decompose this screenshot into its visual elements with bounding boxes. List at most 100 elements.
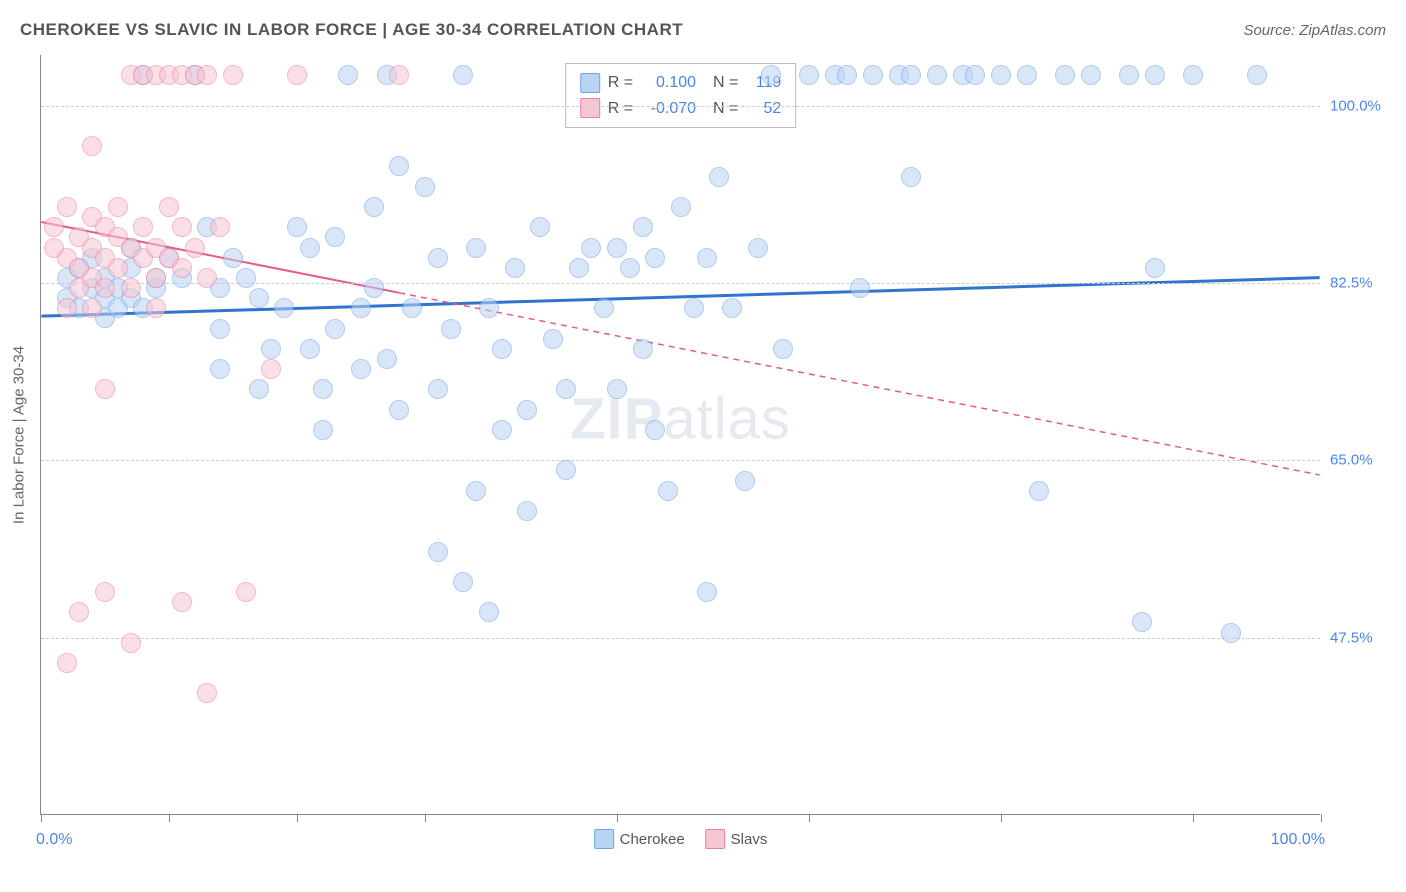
scatter-point bbox=[185, 238, 205, 258]
scatter-point bbox=[569, 258, 589, 278]
watermark: ZIPatlas bbox=[570, 386, 791, 453]
x-tick bbox=[41, 814, 42, 822]
grid-label: 82.5% bbox=[1330, 275, 1390, 292]
scatter-point bbox=[863, 65, 883, 85]
scatter-point bbox=[223, 248, 243, 268]
scatter-point bbox=[325, 227, 345, 247]
scatter-point bbox=[697, 248, 717, 268]
chart-source: Source: ZipAtlas.com bbox=[1243, 22, 1386, 39]
scatter-point bbox=[108, 258, 128, 278]
legend-item: Slavs bbox=[705, 829, 768, 849]
y-axis-label: In Labor Force | Age 30-34 bbox=[11, 345, 28, 523]
scatter-point bbox=[927, 65, 947, 85]
scatter-point bbox=[57, 298, 77, 318]
legend-item: Cherokee bbox=[594, 829, 685, 849]
scatter-point bbox=[197, 268, 217, 288]
scatter-point bbox=[210, 217, 230, 237]
scatter-point bbox=[645, 248, 665, 268]
scatter-point bbox=[709, 167, 729, 187]
scatter-point bbox=[1029, 481, 1049, 501]
scatter-point bbox=[697, 582, 717, 602]
scatter-point bbox=[210, 359, 230, 379]
stats-r-label: R = bbox=[608, 96, 633, 122]
scatter-point bbox=[415, 177, 435, 197]
trend-line-dashed bbox=[399, 293, 1319, 475]
scatter-point bbox=[95, 379, 115, 399]
scatter-point bbox=[82, 298, 102, 318]
scatter-point bbox=[300, 238, 320, 258]
chart-title: CHEROKEE VS SLAVIC IN LABOR FORCE | AGE … bbox=[20, 20, 683, 40]
scatter-point bbox=[761, 65, 781, 85]
plot-area: In Labor Force | Age 30-34 ZIPatlas R =0… bbox=[40, 55, 1320, 815]
scatter-point bbox=[594, 298, 614, 318]
scatter-point bbox=[108, 197, 128, 217]
scatter-point bbox=[57, 653, 77, 673]
x-tick bbox=[1001, 814, 1002, 822]
scatter-point bbox=[236, 268, 256, 288]
scatter-point bbox=[261, 339, 281, 359]
legend-swatch bbox=[580, 73, 600, 93]
scatter-point bbox=[556, 460, 576, 480]
scatter-point bbox=[364, 278, 384, 298]
grid-label: 47.5% bbox=[1330, 629, 1390, 646]
stats-r-value: 0.100 bbox=[641, 70, 696, 96]
scatter-point bbox=[543, 329, 563, 349]
watermark-rest: atlas bbox=[663, 387, 791, 452]
scatter-point bbox=[428, 379, 448, 399]
x-tick bbox=[169, 814, 170, 822]
stats-r-label: R = bbox=[608, 70, 633, 96]
grid-label: 100.0% bbox=[1330, 97, 1390, 114]
scatter-point bbox=[428, 542, 448, 562]
scatter-point bbox=[287, 217, 307, 237]
stats-row: R =0.100 N =119 bbox=[580, 70, 782, 96]
x-tick bbox=[1321, 814, 1322, 822]
scatter-point bbox=[44, 217, 64, 237]
gridline bbox=[41, 283, 1320, 284]
scatter-point bbox=[197, 683, 217, 703]
scatter-point bbox=[517, 501, 537, 521]
scatter-point bbox=[389, 400, 409, 420]
scatter-point bbox=[773, 339, 793, 359]
scatter-point bbox=[607, 379, 627, 399]
scatter-point bbox=[274, 298, 294, 318]
legend-label: Slavs bbox=[731, 831, 768, 848]
scatter-point bbox=[197, 65, 217, 85]
legend-swatch bbox=[580, 98, 600, 118]
scatter-point bbox=[351, 298, 371, 318]
scatter-point bbox=[901, 167, 921, 187]
x-axis-min-label: 0.0% bbox=[36, 831, 72, 849]
scatter-point bbox=[389, 156, 409, 176]
scatter-point bbox=[901, 65, 921, 85]
scatter-point bbox=[236, 582, 256, 602]
scatter-point bbox=[1145, 65, 1165, 85]
scatter-point bbox=[402, 298, 422, 318]
scatter-point bbox=[1055, 65, 1075, 85]
x-tick bbox=[617, 814, 618, 822]
scatter-point bbox=[722, 298, 742, 318]
scatter-point bbox=[313, 379, 333, 399]
scatter-point bbox=[453, 65, 473, 85]
scatter-point bbox=[1132, 612, 1152, 632]
scatter-point bbox=[249, 288, 269, 308]
stats-n-label: N = bbox=[704, 96, 738, 122]
scatter-point bbox=[1145, 258, 1165, 278]
scatter-point bbox=[69, 602, 89, 622]
scatter-point bbox=[492, 420, 512, 440]
scatter-point bbox=[530, 217, 550, 237]
scatter-point bbox=[338, 65, 358, 85]
scatter-point bbox=[453, 572, 473, 592]
scatter-point bbox=[172, 258, 192, 278]
scatter-point bbox=[121, 278, 141, 298]
scatter-point bbox=[684, 298, 704, 318]
x-tick bbox=[809, 814, 810, 822]
scatter-point bbox=[351, 359, 371, 379]
scatter-point bbox=[517, 400, 537, 420]
chart-header: CHEROKEE VS SLAVIC IN LABOR FORCE | AGE … bbox=[20, 20, 1386, 40]
stats-row: R =-0.070 N =52 bbox=[580, 96, 782, 122]
trend-lines bbox=[41, 55, 1320, 814]
scatter-point bbox=[1221, 623, 1241, 643]
scatter-point bbox=[1119, 65, 1139, 85]
legend-label: Cherokee bbox=[620, 831, 685, 848]
scatter-point bbox=[466, 238, 486, 258]
gridline bbox=[41, 638, 1320, 639]
